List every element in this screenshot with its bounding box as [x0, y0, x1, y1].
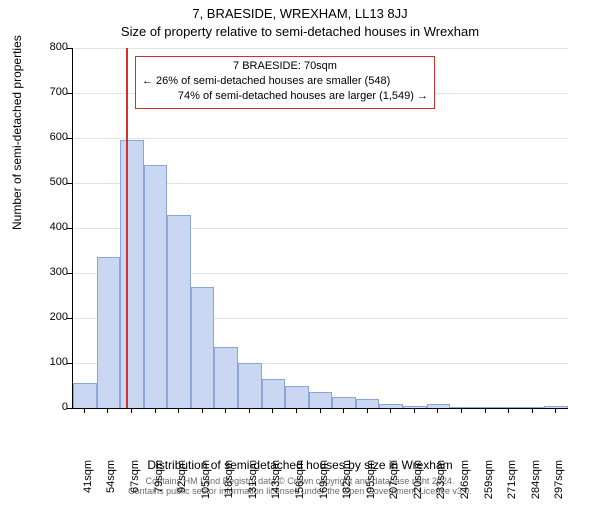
x-tick-label: 105sqm	[200, 460, 212, 510]
histogram-bar	[167, 215, 191, 409]
histogram-bar	[544, 406, 568, 408]
annotation-line: 7 BRAESIDE: 70sqm	[142, 59, 428, 74]
histogram-bar	[356, 399, 380, 408]
x-tick-label: 169sqm	[318, 460, 330, 510]
histogram-bar	[427, 404, 451, 409]
histogram-bar	[379, 404, 403, 409]
y-axis-title: Number of semi-detached properties	[10, 35, 24, 230]
x-tick-label: 297sqm	[553, 460, 565, 510]
y-tick-label: 200	[28, 311, 68, 323]
x-tick-label: 284sqm	[530, 460, 542, 510]
x-tick-label: 67sqm	[129, 460, 141, 510]
x-tick-label: 41sqm	[82, 460, 94, 510]
y-tick-label: 400	[28, 221, 68, 233]
x-tick	[131, 408, 132, 413]
histogram-bar	[403, 406, 427, 408]
annotation-line: 74% of semi-detached houses are larger (…	[142, 89, 428, 104]
histogram-bar	[450, 407, 474, 408]
title-subtitle: Size of property relative to semi-detach…	[0, 24, 600, 39]
plot-area: 7 BRAESIDE: 70sqm← 26% of semi-detached …	[72, 48, 568, 409]
histogram-bar	[97, 257, 121, 408]
histogram-bar	[144, 165, 168, 408]
annotation-line: ← 26% of semi-detached houses are smalle…	[142, 74, 428, 89]
x-tick	[414, 408, 415, 413]
x-tick	[272, 408, 273, 413]
histogram-bar	[120, 140, 144, 408]
x-tick	[555, 408, 556, 413]
x-tick	[107, 408, 108, 413]
x-tick-label: 271sqm	[506, 460, 518, 510]
histogram-bar	[238, 363, 262, 408]
y-tick-label: 700	[28, 86, 68, 98]
x-tick	[202, 408, 203, 413]
gridline	[73, 138, 568, 139]
x-tick	[461, 408, 462, 413]
x-tick	[532, 408, 533, 413]
x-tick	[367, 408, 368, 413]
x-tick	[437, 408, 438, 413]
histogram-bar	[309, 392, 333, 408]
y-tick-label: 0	[28, 401, 68, 413]
histogram-bar	[73, 383, 97, 408]
x-tick-label: 92sqm	[176, 460, 188, 510]
x-tick-label: 156sqm	[294, 460, 306, 510]
histogram-bar	[285, 386, 309, 409]
x-tick	[84, 408, 85, 413]
y-tick-label: 800	[28, 41, 68, 53]
histogram-bar	[214, 347, 238, 408]
x-tick	[155, 408, 156, 413]
y-tick-label: 600	[28, 131, 68, 143]
x-tick-label: 195sqm	[365, 460, 377, 510]
histogram-bar	[191, 287, 215, 409]
x-tick	[485, 408, 486, 413]
x-tick-label: 79sqm	[153, 460, 165, 510]
histogram-bar	[332, 397, 356, 408]
x-tick	[343, 408, 344, 413]
x-tick-label: 131sqm	[247, 460, 259, 510]
y-tick-label: 300	[28, 266, 68, 278]
x-tick	[249, 408, 250, 413]
x-tick	[508, 408, 509, 413]
chart-container: 7, BRAESIDE, WREXHAM, LL13 8JJ Size of p…	[0, 0, 600, 500]
x-tick-label: 246sqm	[459, 460, 471, 510]
x-tick-label: 259sqm	[483, 460, 495, 510]
reference-line	[126, 48, 128, 408]
x-tick-label: 118sqm	[223, 460, 235, 510]
x-tick-label: 143sqm	[270, 460, 282, 510]
x-tick	[390, 408, 391, 413]
annotation-box: 7 BRAESIDE: 70sqm← 26% of semi-detached …	[135, 56, 435, 109]
x-tick	[225, 408, 226, 413]
gridline	[73, 48, 568, 49]
x-tick	[320, 408, 321, 413]
y-tick-label: 500	[28, 176, 68, 188]
y-tick-label: 100	[28, 356, 68, 368]
x-tick-label: 220sqm	[412, 460, 424, 510]
x-tick	[296, 408, 297, 413]
title-address: 7, BRAESIDE, WREXHAM, LL13 8JJ	[0, 6, 600, 21]
x-tick-label: 233sqm	[435, 460, 447, 510]
x-tick	[178, 408, 179, 413]
x-tick-label: 207sqm	[388, 460, 400, 510]
histogram-bar	[262, 379, 286, 408]
x-tick-label: 54sqm	[105, 460, 117, 510]
histogram-bar	[497, 407, 521, 408]
x-tick-label: 182sqm	[341, 460, 353, 510]
